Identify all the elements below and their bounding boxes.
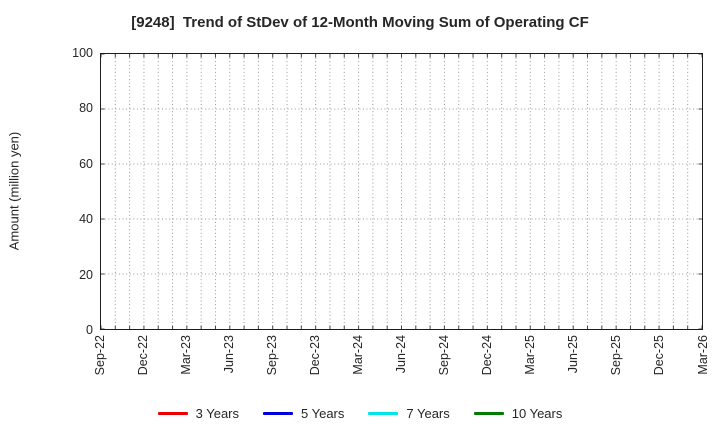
x-tick-label: Mar-26 bbox=[695, 335, 710, 375]
legend-line-swatch bbox=[368, 411, 399, 415]
y-tick-label: 60 bbox=[79, 156, 93, 171]
legend-line-swatch bbox=[263, 411, 293, 415]
plot-area bbox=[100, 53, 703, 330]
y-tick-label: 40 bbox=[79, 212, 93, 227]
x-tick-label: Sep-23 bbox=[264, 335, 279, 376]
legend-line-swatch bbox=[473, 411, 504, 415]
y-tick-label: 0 bbox=[86, 323, 93, 337]
x-tick-label: Jun-23 bbox=[221, 335, 236, 374]
legend-label: 10 Years bbox=[511, 405, 563, 421]
y-axis-label: Amount (million yen) bbox=[6, 131, 22, 251]
y-tick-label: 100 bbox=[72, 46, 93, 60]
x-tick-label: Mar-25 bbox=[523, 335, 538, 375]
x-tick-label: Jun-24 bbox=[394, 335, 408, 374]
x-tick-label: Sep-22 bbox=[92, 335, 107, 376]
x-tick-label: Sep-25 bbox=[609, 335, 624, 376]
legend-item: 5 Years bbox=[263, 406, 344, 421]
legend-item: 3 Years bbox=[157, 405, 239, 421]
x-tick-label: Dec-22 bbox=[135, 335, 150, 376]
legend: 3 Years 5 Years 7 Years 10 Years bbox=[0, 403, 720, 423]
y-tick-label: 80 bbox=[79, 101, 93, 116]
legend-label: 5 Years bbox=[301, 405, 345, 421]
legend-item: 7 Years bbox=[368, 405, 450, 421]
x-tick-label: Jun-25 bbox=[566, 335, 581, 374]
x-tick-label: Dec-25 bbox=[652, 335, 667, 376]
legend-label: 7 Years bbox=[406, 405, 450, 421]
chart-title: [9248] Trend of StDev of 12-Month Moving… bbox=[131, 14, 589, 31]
x-tick-label: Dec-23 bbox=[307, 335, 322, 376]
y-tick-label: 20 bbox=[79, 267, 93, 282]
x-tick-label: Sep-24 bbox=[437, 335, 452, 376]
x-tick-label: Mar-24 bbox=[350, 335, 365, 375]
legend-label: 3 Years bbox=[195, 405, 239, 421]
legend-item: 10 Years bbox=[473, 405, 563, 421]
grid-lines bbox=[101, 54, 702, 329]
legend-line-swatch bbox=[157, 411, 188, 415]
x-tick-label: Dec-24 bbox=[480, 335, 495, 376]
x-tick-label: Mar-23 bbox=[178, 335, 193, 375]
